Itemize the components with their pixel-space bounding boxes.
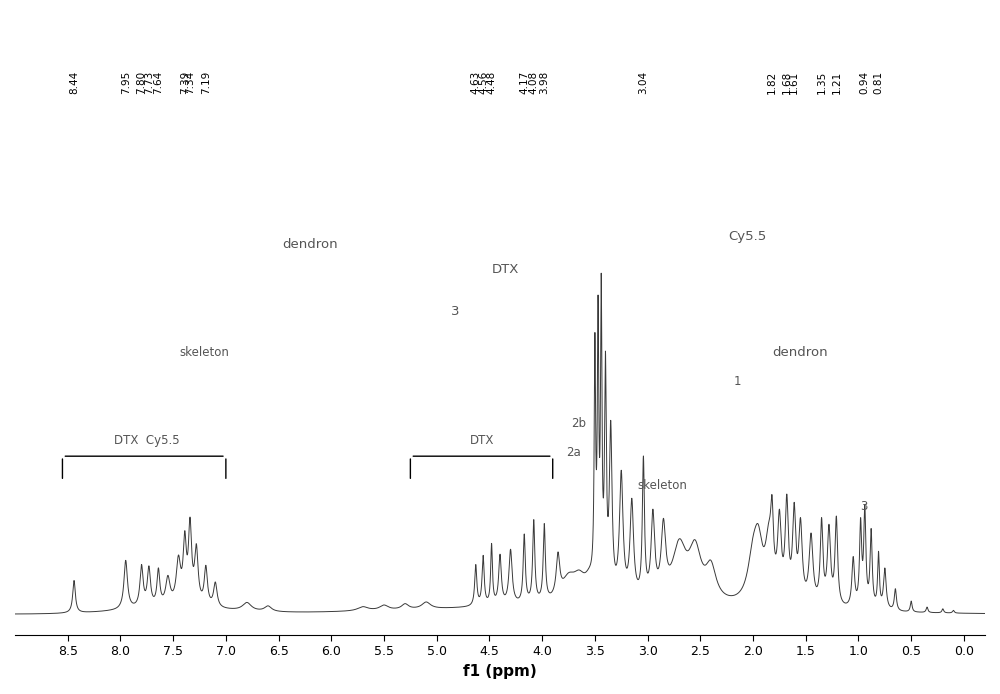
Text: 1.35: 1.35 xyxy=(817,71,827,94)
Text: DTX  Cy5.5: DTX Cy5.5 xyxy=(114,434,180,447)
Text: 1.61: 1.61 xyxy=(789,71,799,94)
Text: 7.95: 7.95 xyxy=(121,71,131,94)
Text: 2b: 2b xyxy=(572,417,587,430)
Text: 4.17: 4.17 xyxy=(519,71,529,94)
Text: 1.21: 1.21 xyxy=(831,71,841,94)
Text: dendron: dendron xyxy=(282,238,338,251)
Text: 4.63: 4.63 xyxy=(471,71,481,94)
Text: skeleton: skeleton xyxy=(180,346,230,359)
Text: 7.64: 7.64 xyxy=(153,71,163,94)
Text: 7.80: 7.80 xyxy=(137,71,147,94)
Text: DTX: DTX xyxy=(492,263,519,276)
Text: 7.19: 7.19 xyxy=(201,71,211,94)
Text: 3: 3 xyxy=(451,305,460,318)
Text: 3.04: 3.04 xyxy=(638,71,648,94)
Text: dendron: dendron xyxy=(773,346,828,359)
Text: 0.81: 0.81 xyxy=(874,71,884,94)
Text: 7.73: 7.73 xyxy=(144,71,154,94)
Text: 1.68: 1.68 xyxy=(782,71,792,94)
Text: 2a: 2a xyxy=(566,446,581,459)
X-axis label: f1 (ppm): f1 (ppm) xyxy=(463,664,537,679)
Text: 1.82: 1.82 xyxy=(767,71,777,94)
Text: 4.56: 4.56 xyxy=(478,71,488,94)
Text: 3: 3 xyxy=(860,500,867,514)
Text: 4.08: 4.08 xyxy=(529,71,539,94)
Text: skeleton: skeleton xyxy=(637,480,687,493)
Text: 0.94: 0.94 xyxy=(860,71,870,94)
Text: Cy5.5: Cy5.5 xyxy=(729,230,767,243)
Text: 4.48: 4.48 xyxy=(487,71,497,94)
Text: DTX: DTX xyxy=(470,434,494,447)
Text: 8.44: 8.44 xyxy=(69,71,79,94)
Text: 1: 1 xyxy=(733,375,741,389)
Text: 3.98: 3.98 xyxy=(539,71,549,94)
Text: 7.34: 7.34 xyxy=(185,71,195,94)
Text: 7.39: 7.39 xyxy=(180,71,190,94)
